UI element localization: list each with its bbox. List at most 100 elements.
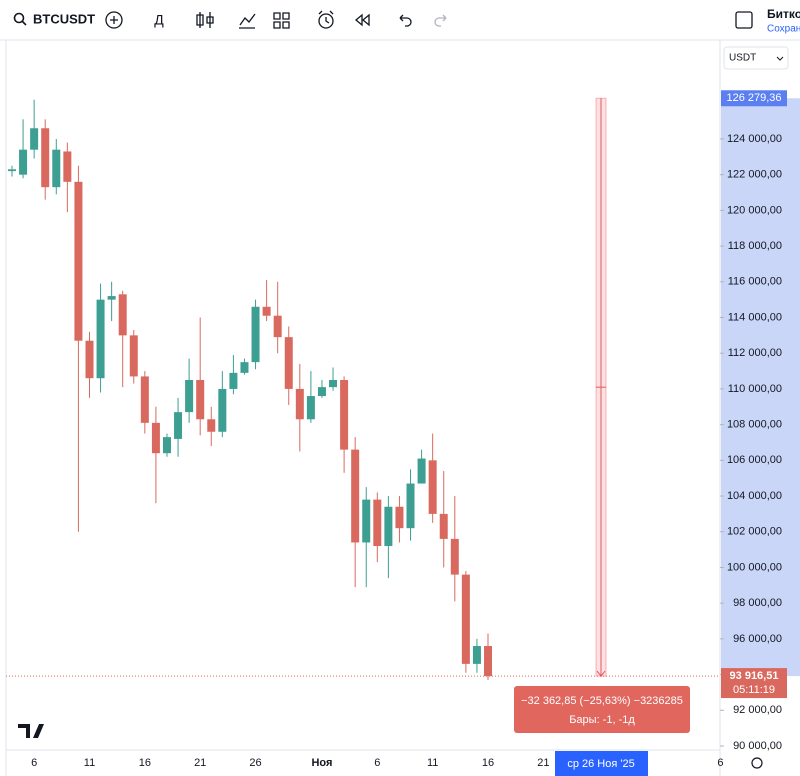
candle-body: [74, 181, 83, 341]
y-tick-label: 114 000,00: [728, 311, 782, 323]
candle-body: [373, 499, 382, 547]
candle-body: [30, 128, 39, 150]
candle-body: [63, 151, 72, 182]
settings-button[interactable]: [751, 757, 763, 769]
x-tick-label: 11: [427, 757, 438, 769]
alert-icon[interactable]: [318, 13, 334, 29]
x-tick-label: Ноя: [311, 757, 332, 769]
y-tick-label: 92 000,00: [733, 704, 782, 716]
candle-body: [174, 412, 183, 439]
y-tick-label: 98 000,00: [733, 597, 782, 609]
search-icon: [13, 12, 25, 24]
candle-body: [384, 506, 393, 547]
search-button[interactable]: BTCUSDT: [13, 11, 96, 26]
save-status: Сохран: [767, 24, 800, 35]
candle-body: [340, 379, 349, 450]
candle-body: [306, 396, 315, 420]
y-tick-label: 110 000,00: [728, 383, 782, 395]
candle-body: [19, 149, 28, 175]
x-tick-label: 21: [537, 757, 549, 769]
y-tick-label: 108 000,00: [727, 419, 782, 431]
candle-body: [140, 376, 149, 423]
x-tick-label: 16: [482, 757, 494, 769]
candle-body: [196, 379, 205, 420]
candle-body: [295, 388, 304, 420]
price-range-highlight: [721, 98, 800, 677]
candle-body: [96, 299, 105, 379]
candle-body: [461, 574, 470, 664]
search-icon-handle: [21, 20, 27, 26]
replay-icon[interactable]: [354, 13, 370, 27]
chart-type-icon[interactable]: [196, 12, 214, 28]
candle-body: [251, 306, 260, 363]
logo: [18, 724, 44, 738]
candle-body: [406, 483, 415, 529]
last-price-label: 93 916,51: [730, 670, 779, 682]
candle-body: [229, 372, 238, 389]
x-tick-label: 6: [717, 757, 723, 769]
candle-body: [450, 538, 459, 575]
high-price-label: 126 279,36: [726, 92, 781, 104]
candle-body: [185, 379, 194, 413]
interval[interactable]: Д: [154, 12, 164, 28]
candle-body: [362, 499, 371, 543]
y-tick-label: 118 000,00: [728, 240, 782, 252]
y-tick-label: 120 000,00: [727, 204, 782, 216]
y-tick-label: 116 000,00: [728, 276, 782, 288]
toolbar-icons: [196, 10, 447, 29]
y-tick-label: 106 000,00: [727, 454, 782, 466]
y-tick-label: 104 000,00: [727, 490, 782, 502]
candle-body: [129, 335, 138, 377]
redo-icon: [434, 14, 447, 27]
y-tick-label: 90 000,00: [733, 740, 782, 752]
candle-body: [351, 449, 360, 543]
candle-body: [118, 294, 127, 336]
candle-body: [207, 419, 216, 432]
candle-body: [52, 149, 61, 188]
checkbox[interactable]: [735, 11, 753, 29]
candle-body: [472, 646, 481, 664]
countdown: 05:11:19: [733, 684, 775, 696]
candle-body: [417, 458, 426, 484]
candle-body: [162, 437, 171, 454]
currency: USDT: [729, 53, 756, 64]
candle-body: [218, 388, 227, 432]
y-tick-label: 102 000,00: [727, 526, 782, 538]
measure-box: [514, 686, 690, 733]
symbol: BTCUSDT: [33, 11, 95, 26]
x-tick-label: 26: [249, 757, 261, 769]
candle-body: [107, 296, 116, 300]
chart-title: Битко: [767, 7, 800, 21]
plus: [110, 16, 118, 24]
candle-body: [85, 340, 94, 379]
y-tick-label: 124 000,00: [727, 133, 782, 145]
x-tick-label: 11: [84, 757, 95, 769]
crosshair-date-badge: [555, 751, 648, 776]
candle-body: [439, 513, 448, 539]
layouts-icon[interactable]: [273, 12, 290, 29]
y-tick-label: 112 000,00: [728, 347, 782, 359]
indicators-icon[interactable]: [239, 13, 256, 29]
toolbar: [0, 0, 800, 40]
high-price-badge: [721, 90, 787, 107]
x-tick-label: 6: [374, 757, 380, 769]
candle-body: [273, 315, 282, 338]
y-tick-label: 100 000,00: [727, 561, 782, 573]
plus-circle: [105, 11, 123, 29]
measure-bars: Бары: -1, -1д: [569, 714, 635, 726]
compare-button[interactable]: [105, 11, 123, 29]
x-tick-label: 21: [194, 757, 206, 769]
x-tick-label: 6: [31, 757, 37, 769]
alert-icon-hands: [318, 10, 334, 24]
candle-body: [240, 362, 249, 373]
chevron: [776, 56, 784, 61]
undo-icon[interactable]: [399, 14, 412, 27]
candle-body: [484, 646, 493, 677]
candle-body: [151, 422, 160, 454]
currency-button[interactable]: [723, 46, 789, 70]
last-price-badge: [721, 668, 787, 699]
